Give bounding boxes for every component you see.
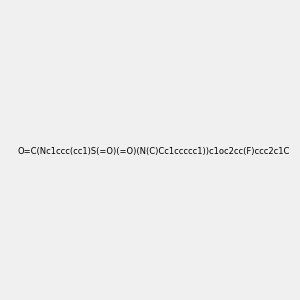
Text: O=C(Nc1ccc(cc1)S(=O)(=O)(N(C)Cc1ccccc1))c1oc2cc(F)ccc2c1C: O=C(Nc1ccc(cc1)S(=O)(=O)(N(C)Cc1ccccc1))… bbox=[18, 147, 290, 156]
